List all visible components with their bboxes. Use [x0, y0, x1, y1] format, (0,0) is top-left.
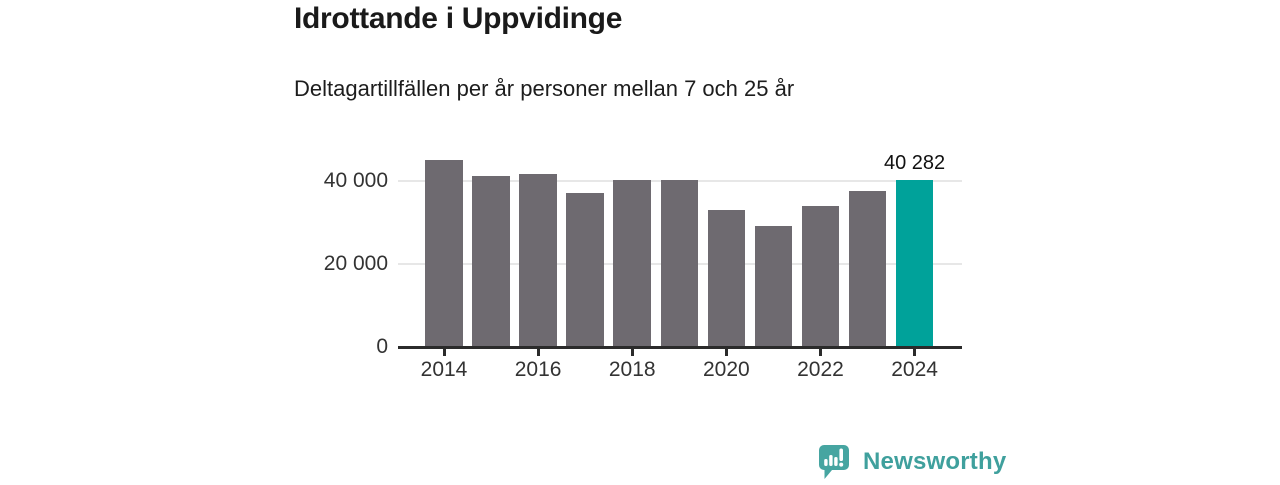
bar	[613, 179, 652, 347]
x-axis-tick	[630, 349, 634, 356]
brand-logo: Newsworthy	[818, 444, 1006, 480]
plot-area	[398, 140, 962, 349]
bar	[519, 173, 557, 347]
chart-subtitle: Deltagartillfällen per år personer mella…	[294, 76, 795, 101]
bar	[801, 205, 840, 347]
bar-value-label: 40 282	[884, 151, 946, 174]
x-axis-tick	[536, 349, 540, 356]
chart-title: Idrottande i Uppvidinge	[294, 2, 623, 35]
y-axis-tick-label: 0	[376, 335, 388, 358]
x-axis-tick-label: 2014	[420, 358, 468, 381]
x-axis-tick	[818, 349, 822, 356]
bar	[848, 190, 887, 347]
bar	[425, 159, 463, 347]
x-axis-tick-label: 2020	[703, 358, 750, 381]
brand-name: Newsworthy	[863, 448, 1007, 475]
x-axis-tick-label: 2018	[608, 358, 656, 381]
bar	[566, 193, 604, 347]
bar-highlighted	[895, 179, 934, 347]
x-axis-tick-label: 2016	[514, 358, 562, 381]
x-axis-tick-label: 2022	[797, 358, 844, 381]
bar	[754, 225, 793, 347]
bar	[707, 210, 746, 347]
bar	[660, 179, 699, 347]
x-axis-tick	[442, 349, 446, 356]
bar	[472, 176, 510, 347]
y-axis-tick-label: 20 000	[323, 252, 388, 275]
x-axis-tick	[913, 349, 917, 356]
x-axis-tick-label: 2024	[891, 358, 938, 381]
x-axis-line	[398, 346, 962, 349]
x-axis-tick	[724, 349, 728, 356]
newsworthy-bubble-chart-icon	[818, 444, 850, 480]
y-axis-tick-label: 40 000	[323, 169, 388, 192]
bar-chart: 0 20 000 40 000 2014 2016 2018 2020 2022 2024 40 …	[288, 140, 990, 390]
